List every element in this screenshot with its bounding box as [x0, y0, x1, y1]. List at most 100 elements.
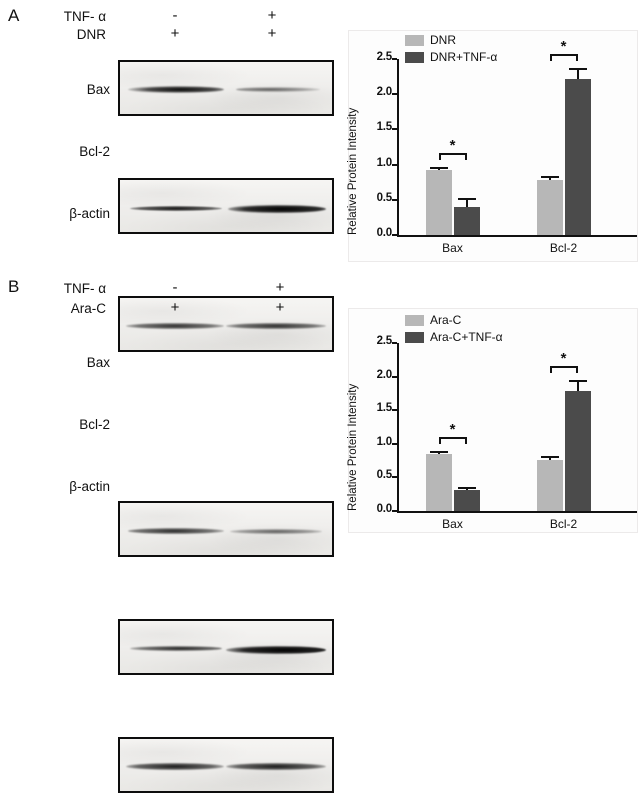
- blot-image-bax-a: [118, 60, 334, 116]
- blot-label-actin-a: β-actin: [69, 206, 110, 221]
- y-tick-label: 0.5: [376, 469, 393, 482]
- bar-bax-1: [453, 490, 480, 511]
- y-axis-label: Relative Protein Intensity: [347, 107, 359, 235]
- chart-panel-b: 0.0 0.5 1.0 1.5 2.0 2.5 Relative Protein Inten…: [347, 308, 638, 533]
- y-tick-label: 2.0: [376, 86, 393, 99]
- treatment-drug-lane1-a: +: [170, 25, 180, 42]
- legend-swatch-0: [405, 315, 424, 326]
- y-tick: [392, 234, 397, 236]
- significance-marker: *: [449, 136, 456, 154]
- blot-label-bcl2-b: Bcl-2: [79, 417, 110, 432]
- blot-image-bcl2-b: [118, 619, 334, 675]
- blot-image-bax-b: [118, 501, 334, 557]
- sig-bracket-cap-left: [549, 54, 552, 62]
- error-bar-cap: [457, 487, 476, 490]
- error-bar-cap: [429, 166, 448, 169]
- y-tick: [392, 198, 397, 201]
- blot-label-bcl2-a: Bcl-2: [79, 144, 110, 159]
- blot-label-actin-b: β-actin: [69, 479, 110, 494]
- y-tick-label: 1.0: [376, 435, 393, 448]
- treatment-tnf-lane1-b: -: [172, 279, 178, 296]
- treatment-label-drug-a: DNR: [76, 27, 106, 42]
- y-tick-label: 2.5: [376, 335, 393, 347]
- y-tick: [392, 93, 397, 96]
- sig-bracket: [438, 436, 467, 439]
- x-axis-line: [397, 235, 637, 237]
- error-bar-cap: [429, 450, 448, 453]
- legend-label-1: Ara-C+TNF-α: [430, 330, 503, 344]
- y-tick: [392, 510, 397, 512]
- y-tick-label: 1.5: [376, 402, 393, 415]
- y-tick: [392, 163, 397, 166]
- bar-bax-1: [453, 206, 480, 235]
- treatment-drug-lane2-a: +: [267, 25, 277, 42]
- y-tick: [392, 128, 397, 131]
- sig-bracket: [438, 152, 467, 155]
- chart-panel-a: 0.0 0.5 1.0 1.5 2.0 2.5 Relative Protein Inten…: [347, 30, 638, 262]
- sig-bracket-cap-right: [464, 152, 467, 160]
- x-tick-label: Bcl-2: [549, 517, 578, 531]
- y-tick: [392, 409, 397, 412]
- error-bar: [576, 68, 579, 80]
- legend-label-1: DNR+TNF-α: [430, 50, 498, 64]
- significance-marker: *: [560, 38, 567, 56]
- y-axis-line: [397, 59, 399, 237]
- blot-label-bax-b: Bax: [86, 355, 110, 370]
- significance-marker: *: [560, 349, 567, 367]
- bar-bcl-2-1: [564, 79, 591, 235]
- error-bar-cap: [457, 197, 476, 200]
- error-bar-cap: [568, 379, 587, 382]
- treatment-label-drug-b: Ara-C: [70, 301, 106, 316]
- sig-bracket-cap-left: [549, 365, 552, 373]
- error-bar-cap: [540, 455, 559, 458]
- y-tick: [392, 375, 397, 378]
- y-tick: [392, 476, 397, 479]
- y-tick-label: 0.0: [376, 503, 393, 515]
- y-tick: [392, 442, 397, 445]
- significance-marker: *: [449, 420, 456, 438]
- panel-letter-a: A: [8, 6, 20, 25]
- sig-bracket: [549, 365, 578, 368]
- sig-bracket-cap-left: [438, 436, 441, 444]
- sig-bracket-cap-right: [575, 54, 578, 62]
- y-tick-label: 1.5: [376, 121, 393, 134]
- x-tick-label: Bax: [442, 241, 463, 255]
- y-tick: [392, 58, 397, 60]
- legend-swatch-1: [405, 52, 424, 63]
- error-bar-cap: [568, 68, 587, 71]
- treatment-tnf-lane1-a: -: [172, 7, 178, 24]
- treatment-drug-lane1-b: +: [170, 299, 180, 316]
- blot-image-bcl2-a: [118, 178, 334, 234]
- sig-bracket: [549, 54, 578, 57]
- bar-bcl-2-1: [564, 391, 591, 511]
- error-bar: [548, 175, 551, 181]
- bar-bax-0: [425, 453, 452, 511]
- x-axis-line: [397, 511, 637, 513]
- error-bar: [576, 379, 579, 392]
- x-tick-label: Bax: [442, 517, 463, 531]
- legend-label-0: Ara-C: [430, 313, 462, 327]
- sig-bracket-cap-right: [464, 436, 467, 444]
- y-tick-label: 2.0: [376, 368, 393, 381]
- bar-bcl-2-0: [536, 459, 563, 511]
- error-bar: [465, 197, 468, 207]
- sig-bracket-cap-right: [575, 365, 578, 373]
- y-axis-line: [397, 343, 399, 513]
- sig-bracket-cap-left: [438, 152, 441, 160]
- x-tick-label: Bcl-2: [549, 241, 578, 255]
- y-tick-label: 0.5: [376, 191, 393, 204]
- treatment-drug-lane2-b: +: [275, 299, 285, 316]
- blot-image-actin-b: [118, 737, 334, 793]
- bar-bcl-2-0: [536, 180, 563, 235]
- y-tick: [392, 342, 397, 344]
- y-tick-label: 0.0: [376, 227, 393, 239]
- y-axis-label: Relative Protein Intensity: [347, 383, 359, 511]
- blot-label-bax-a: Bax: [86, 82, 110, 97]
- treatment-label-tnf-b: TNF- α: [63, 281, 106, 296]
- error-bar: [548, 455, 551, 460]
- legend-label-0: DNR: [430, 33, 456, 47]
- y-tick-label: 2.5: [376, 51, 393, 63]
- y-tick-label: 1.0: [376, 156, 393, 169]
- treatment-label-tnf-a: TNF- α: [63, 9, 106, 24]
- error-bar-cap: [540, 175, 559, 178]
